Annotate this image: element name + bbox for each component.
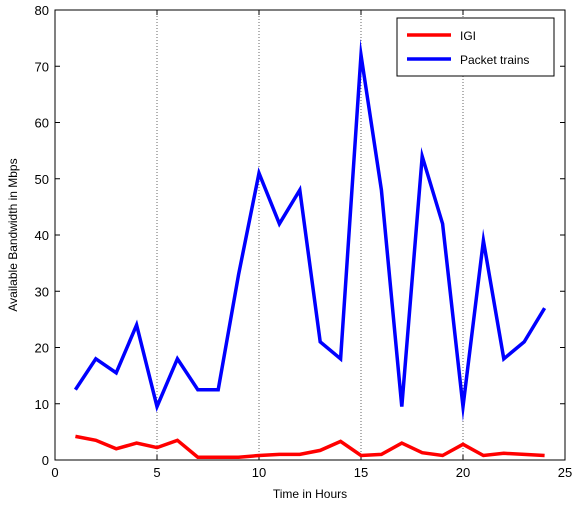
y-axis-label: Available Bandwidth in Mbps	[6, 158, 20, 311]
y-tick-label: 30	[35, 284, 49, 299]
plot-frame	[54, 9, 566, 461]
y-tick-label: 50	[35, 172, 49, 187]
legend-label: IGI	[460, 29, 476, 43]
x-tick-label: 0	[51, 465, 58, 480]
x-tick-label: 5	[153, 465, 160, 480]
y-tick-label: 10	[35, 397, 49, 412]
y-tick-label: 20	[35, 341, 49, 356]
plot-area	[55, 10, 565, 460]
x-tick-label: 10	[252, 465, 266, 480]
y-tick-label: 70	[35, 59, 49, 74]
series-line-igi	[75, 434, 545, 459]
y-tick-label: 60	[35, 116, 49, 131]
x-tick-label: 20	[456, 465, 470, 480]
x-tick-label: 25	[558, 465, 572, 480]
legend-label: Packet trains	[460, 53, 529, 67]
legend-box	[396, 17, 555, 77]
series-line-packet-trains	[73, 38, 547, 422]
y-tick-label: 0	[42, 453, 49, 468]
y-tick-label: 40	[35, 228, 49, 243]
y-tick-label: 80	[35, 3, 49, 18]
x-axis-label: Time in Hours	[273, 487, 347, 501]
x-tick-label: 15	[354, 465, 368, 480]
